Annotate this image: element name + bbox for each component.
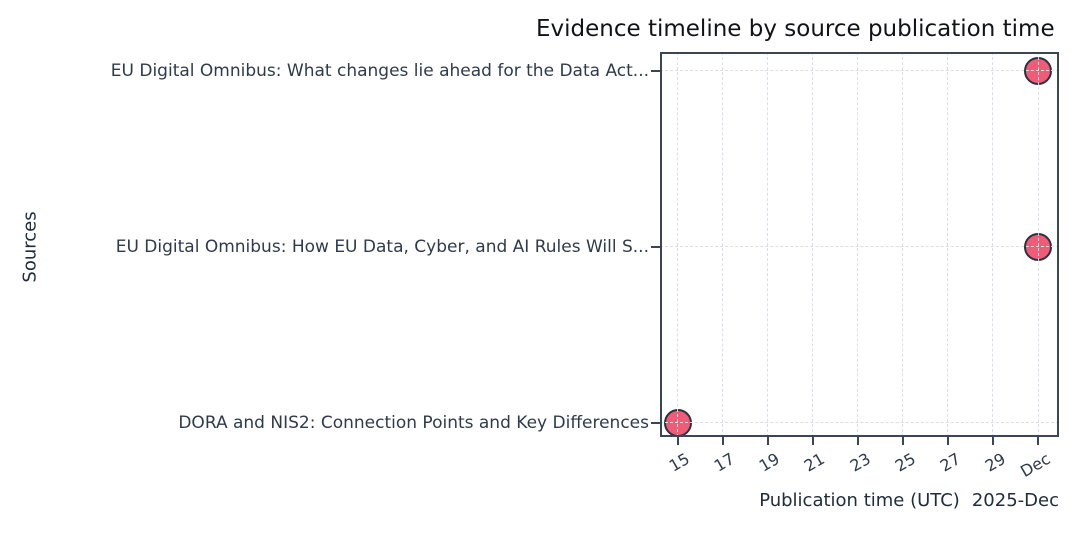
y-tick-mark bbox=[651, 422, 660, 424]
gridline-horizontal bbox=[660, 246, 1059, 248]
x-tick-mark bbox=[676, 437, 679, 445]
x-tick-mark bbox=[902, 437, 904, 445]
gridline-vertical bbox=[766, 52, 768, 437]
y-tick-label: EU Digital Omnibus: How EU Data, Cyber, … bbox=[115, 237, 649, 257]
x-tick-label: 23 bbox=[846, 449, 874, 476]
x-tick-mark bbox=[811, 437, 814, 445]
plot-area bbox=[660, 52, 1059, 437]
x-tick-label: 15 bbox=[665, 449, 693, 476]
x-tick-mark bbox=[856, 437, 859, 445]
x-tick-label: 21 bbox=[801, 449, 829, 476]
x-tick-mark bbox=[721, 437, 724, 445]
gridline-vertical bbox=[721, 52, 723, 437]
x-tick-label: 25 bbox=[891, 449, 919, 476]
x-tick-mark bbox=[1037, 437, 1040, 445]
x-tick-label: 19 bbox=[756, 449, 784, 476]
gridline-vertical bbox=[812, 52, 814, 437]
gridline-vertical bbox=[857, 52, 859, 437]
x-tick-mark bbox=[766, 437, 769, 445]
y-axis-title: Sources bbox=[19, 211, 41, 283]
x-axis-title: Publication time (UTC) bbox=[759, 490, 960, 511]
gridline-vertical bbox=[1037, 52, 1039, 437]
y-tick-label: DORA and NIS2: Connection Points and Key… bbox=[178, 413, 649, 433]
y-tick-mark bbox=[651, 70, 660, 72]
chart-title: Evidence timeline by source publication … bbox=[536, 16, 1055, 42]
gridline-vertical bbox=[902, 52, 904, 437]
gridline-horizontal bbox=[660, 70, 1059, 72]
gridline-vertical bbox=[947, 52, 949, 437]
y-tick-mark bbox=[651, 246, 660, 248]
x-tick-label: Dec bbox=[1017, 449, 1054, 481]
x-tick-label: 29 bbox=[981, 449, 1009, 476]
x-tick-mark bbox=[992, 437, 995, 445]
x-axis-offset-label: 2025-Dec bbox=[971, 490, 1059, 511]
x-tick-mark bbox=[947, 437, 950, 445]
y-tick-label: EU Digital Omnibus: What changes lie ahe… bbox=[110, 61, 649, 81]
gridline-vertical bbox=[992, 52, 994, 437]
plot-frame bbox=[660, 52, 1059, 437]
gridline-horizontal bbox=[660, 422, 1059, 424]
x-tick-label: 17 bbox=[710, 449, 739, 476]
x-tick-label: 27 bbox=[936, 449, 964, 476]
gridline-vertical bbox=[676, 52, 678, 437]
